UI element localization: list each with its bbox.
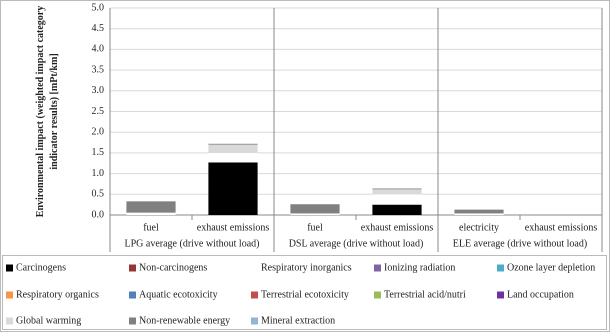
legend-label: Ionizing radiation	[384, 262, 455, 273]
x-tick-label: exhaust emissions	[361, 222, 434, 233]
legend-swatch	[6, 264, 13, 272]
y-axis-label: Environmental impact (weighted impact ca…	[35, 6, 60, 217]
y-axis-label-line: Environmental impact (weighted impact ca…	[35, 6, 46, 217]
legend-swatch	[251, 317, 258, 325]
y-tick-label: 2.0	[92, 126, 105, 137]
legend-frame	[2, 255, 607, 330]
legend-swatch	[6, 291, 13, 299]
group-label: ELE average (drive without load)	[453, 238, 587, 249]
legend-swatch	[129, 264, 136, 272]
x-tick-label: exhaust emissions	[197, 222, 270, 233]
bar-segment	[126, 212, 176, 215]
group-label: DSL average (drive without load)	[289, 238, 424, 249]
bar-segment	[208, 144, 258, 153]
y-axis-label-line: indicator results) [mPt/km]	[49, 53, 60, 169]
bar-segment	[372, 204, 422, 215]
legend-swatch	[6, 317, 13, 325]
legend-label: Terrestrial ecotoxicity	[261, 289, 349, 300]
legend-label: Mineral extraction	[261, 315, 335, 326]
legend-swatch	[374, 291, 381, 299]
legend-label: Ozone layer depletion	[507, 262, 595, 273]
legend-label: Respiratory organics	[16, 289, 99, 300]
legend-label: Non-carcinogens	[139, 262, 207, 273]
legend-label: Terrestrial acid/nutri	[384, 289, 466, 300]
legend-label: Non-renewable energy	[139, 315, 230, 326]
bar-segment	[126, 201, 176, 213]
legend-swatch	[251, 291, 258, 299]
y-tick-label: 4.0	[92, 44, 105, 55]
x-tick-label: exhaust emissions	[525, 222, 598, 233]
legend-label: Respiratory inorganics	[261, 262, 352, 273]
bar-segment	[454, 209, 504, 214]
bar-segment	[290, 204, 340, 214]
legend-swatch	[497, 291, 504, 299]
bar-segment	[372, 188, 422, 190]
legend-label: Land occupation	[507, 289, 574, 300]
y-tick-label: 2.5	[92, 106, 105, 117]
bar-segment	[372, 189, 422, 195]
x-tick-label: electricity	[459, 222, 499, 233]
legend-label: Carcinogens	[16, 262, 66, 273]
y-tick-label: 4.5	[92, 23, 105, 34]
legend-swatch	[251, 264, 258, 272]
y-tick-label: 3.0	[92, 85, 105, 96]
group-label: LPG average (drive without load)	[125, 238, 260, 249]
y-tick-label: 1.0	[92, 168, 105, 179]
legend-swatch	[374, 264, 381, 272]
legend-swatch	[497, 264, 504, 272]
bar-segment	[290, 213, 340, 215]
y-tick-label: 1.5	[92, 147, 105, 158]
bar-segment	[454, 213, 504, 215]
y-tick-label: 0.5	[92, 189, 105, 200]
y-tick-label: 3.5	[92, 64, 105, 75]
bar-segment	[208, 162, 258, 215]
legend-label: Global warming	[16, 315, 81, 326]
x-tick-label: fuel	[143, 222, 159, 233]
bar-segment	[372, 194, 422, 205]
legend-swatch	[129, 317, 136, 325]
legend-label: Aquatic ecotoxicity	[139, 289, 218, 300]
y-tick-label: 5.0	[92, 2, 105, 13]
y-tick-label: 0.0	[92, 209, 105, 220]
bar-segment	[208, 143, 258, 145]
legend-swatch	[129, 291, 136, 299]
bar-segment	[208, 152, 258, 163]
x-tick-label: fuel	[307, 222, 323, 233]
